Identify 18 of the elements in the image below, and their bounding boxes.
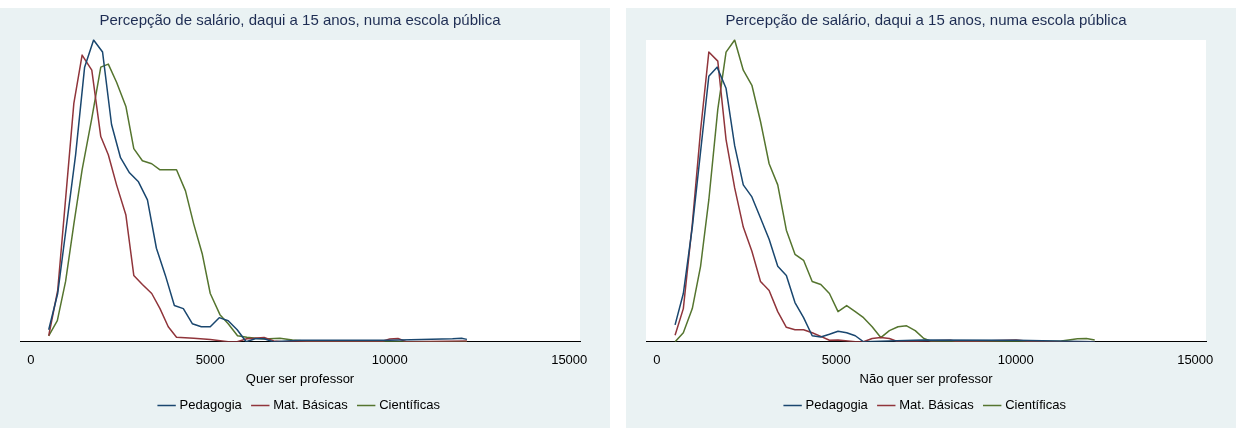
legend-label: Pedagogia <box>805 397 869 413</box>
legend-label: Científicas <box>379 397 441 413</box>
x-tick-label: 5000 <box>821 352 851 368</box>
x-tick-label: 5000 <box>195 352 225 368</box>
x-tick-label: 10000 <box>371 352 408 368</box>
x-tick-label: 15000 <box>551 352 588 368</box>
x-tick-label: 10000 <box>997 352 1034 368</box>
chart-title: Percepção de salário, daqui a 15 anos, numa escola pública <box>99 11 502 29</box>
x-axis-title: Não quer ser professor <box>859 370 994 386</box>
legend-label: Científicas <box>1005 397 1067 413</box>
legend-label: Pedagogia <box>179 397 243 413</box>
x-tick-label: 0 <box>27 352 35 368</box>
x-tick-label: 0 <box>653 352 661 368</box>
x-axis-title: Quer ser professor <box>245 370 355 386</box>
legend-label: Mat. Básicas <box>899 397 975 413</box>
x-tick-label: 15000 <box>1177 352 1214 368</box>
chart-title: Percepção de salário, daqui a 15 anos, numa escola pública <box>725 11 1128 29</box>
legend-label: Mat. Básicas <box>273 397 349 413</box>
